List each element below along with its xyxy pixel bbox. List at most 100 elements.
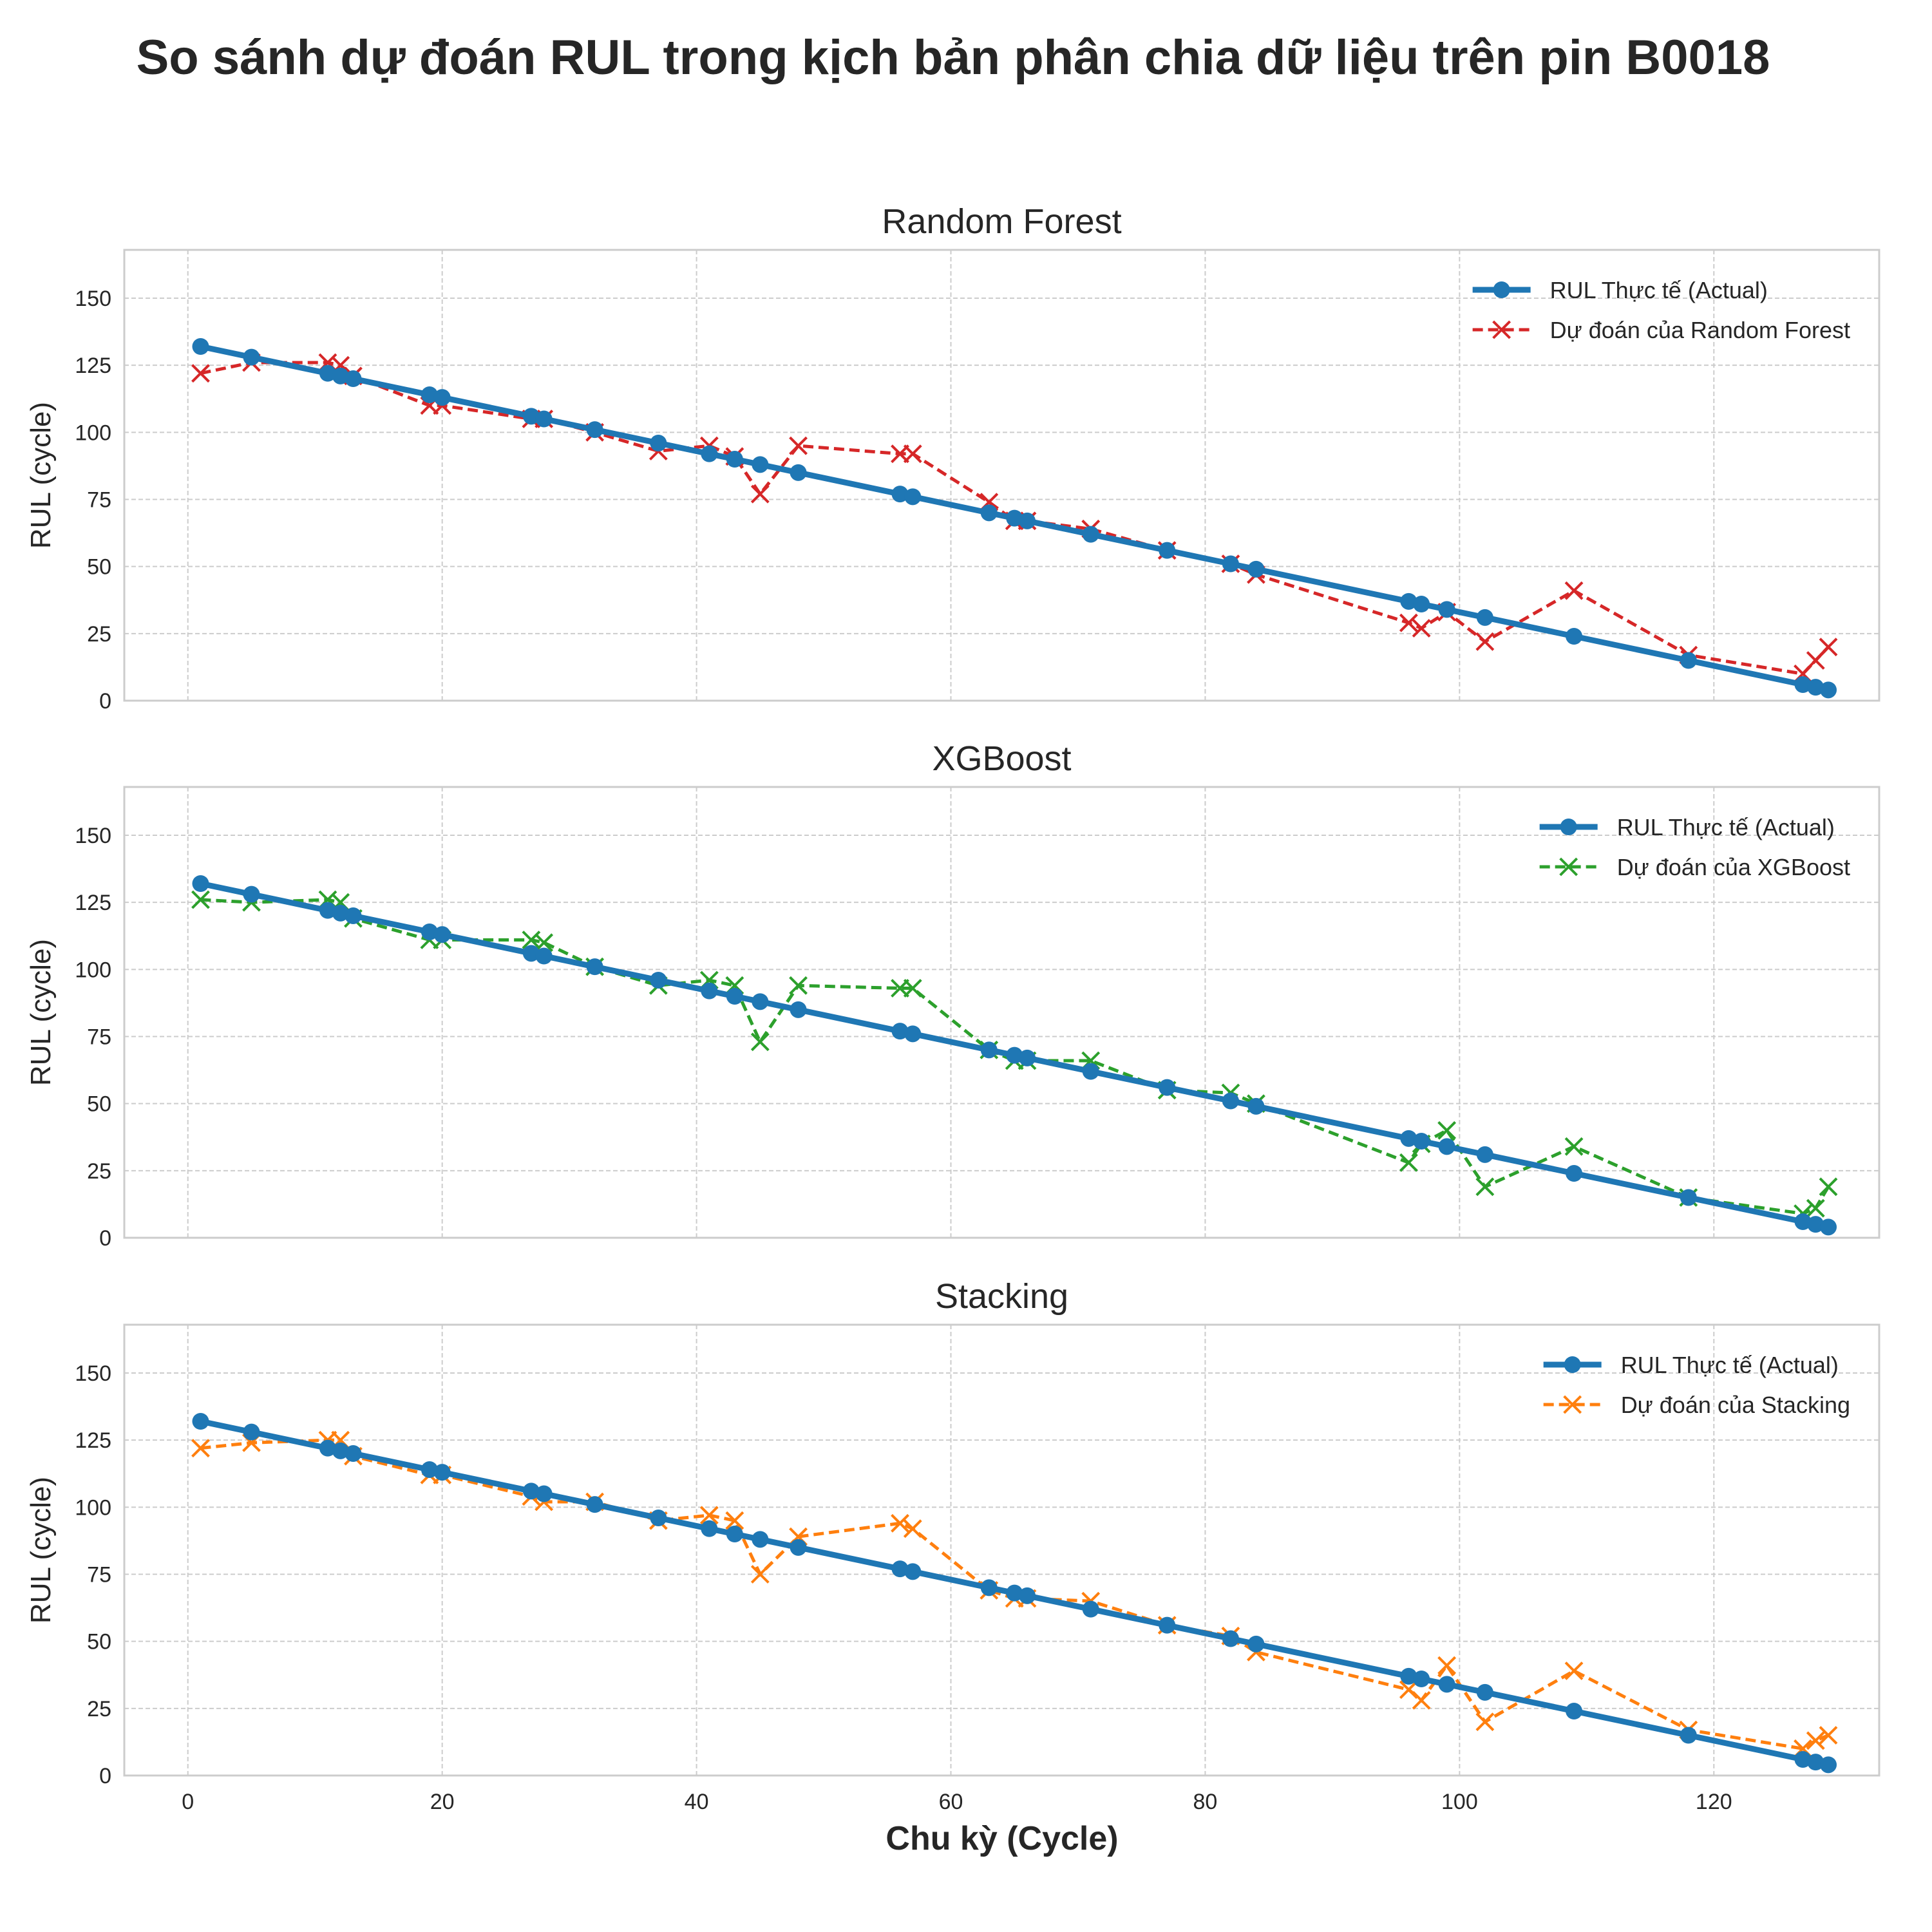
actual-point-marker bbox=[891, 1560, 909, 1578]
figure-title: So sánh dự đoán RUL trong kịch bản phân … bbox=[137, 30, 1770, 85]
prediction-point-marker bbox=[1399, 1153, 1418, 1172]
actual-point-marker bbox=[522, 408, 540, 425]
y-tick-label: 50 bbox=[87, 555, 111, 580]
prediction-point-marker bbox=[1819, 638, 1838, 657]
actual-point-marker bbox=[345, 370, 362, 387]
actual-point-marker bbox=[1680, 1727, 1697, 1744]
y-tick-label: 50 bbox=[87, 1092, 111, 1117]
actual-point-marker bbox=[535, 410, 553, 428]
prediction-point-marker bbox=[750, 1032, 770, 1052]
actual-point-marker bbox=[726, 988, 743, 1005]
actual-point-marker bbox=[1680, 1189, 1697, 1206]
actual-point-marker bbox=[1247, 1097, 1265, 1115]
legend-marker-prediction bbox=[1559, 857, 1578, 876]
actual-point-marker bbox=[1247, 560, 1265, 578]
actual-point-marker bbox=[1006, 1046, 1023, 1064]
actual-point-marker bbox=[1566, 1703, 1583, 1719]
prediction-point-marker bbox=[1437, 1656, 1457, 1675]
prediction-point-marker bbox=[1564, 581, 1584, 600]
prediction-point-marker bbox=[789, 976, 808, 995]
actual-point-marker bbox=[319, 365, 336, 382]
y-tick-label: 125 bbox=[75, 354, 111, 378]
actual-point-marker bbox=[192, 338, 209, 355]
actual-point-marker bbox=[243, 348, 260, 366]
actual-point-marker bbox=[1413, 1671, 1430, 1687]
prediction-point-marker bbox=[903, 444, 922, 464]
actual-point-marker bbox=[1018, 1049, 1036, 1066]
prediction-point-marker bbox=[1412, 1690, 1431, 1710]
actual-point-marker bbox=[790, 1001, 807, 1018]
subplot-2: 0 25 50 75 100 125 150 XGBoost RUL (cycle) RUL Th… bbox=[25, 739, 1880, 1251]
actual-point-marker bbox=[1807, 679, 1824, 696]
y-tick-label: 0 bbox=[99, 1226, 111, 1251]
prediction-point-marker bbox=[1564, 1137, 1584, 1156]
y-tick-label: 0 bbox=[99, 689, 111, 714]
subplot-title: Stacking bbox=[935, 1277, 1068, 1316]
actual-point-marker bbox=[980, 1579, 998, 1596]
x-tick-label: 20 bbox=[430, 1790, 455, 1814]
actual-point-marker bbox=[433, 926, 451, 943]
prediction-point-marker bbox=[1806, 1198, 1825, 1218]
actual-point-marker bbox=[1476, 609, 1493, 626]
x-tick-label: 100 bbox=[1441, 1790, 1478, 1814]
actual-point-marker bbox=[192, 875, 209, 892]
y-tick-label: 150 bbox=[75, 287, 111, 311]
y-tick-label: 100 bbox=[75, 1495, 111, 1520]
y-tick-label: 100 bbox=[75, 421, 111, 445]
actual-point-marker bbox=[1476, 1683, 1493, 1701]
x-tick-label: 40 bbox=[685, 1790, 709, 1814]
y-axis-label: RUL (cycle) bbox=[25, 939, 57, 1086]
actual-point-marker bbox=[891, 486, 909, 503]
actual-point-marker bbox=[701, 1520, 718, 1537]
y-tick-label: 25 bbox=[87, 622, 111, 647]
actual-point-marker bbox=[904, 1563, 922, 1580]
actual-point-marker bbox=[1413, 596, 1430, 612]
actual-point-marker bbox=[332, 367, 349, 384]
y-tick-label: 100 bbox=[75, 958, 111, 982]
prediction-point-marker bbox=[1412, 619, 1431, 638]
actual-point-marker bbox=[192, 1413, 209, 1430]
actual-point-marker bbox=[319, 1439, 336, 1457]
y-tick-label: 75 bbox=[87, 1563, 111, 1587]
prediction-point-marker bbox=[699, 1506, 719, 1525]
prediction-point-marker bbox=[1475, 1177, 1495, 1197]
x-tick-label: 120 bbox=[1696, 1790, 1732, 1814]
actual-point-marker bbox=[1566, 1165, 1583, 1182]
y-tick-label: 75 bbox=[87, 488, 111, 513]
actual-point-marker bbox=[701, 982, 718, 999]
prediction-point-marker bbox=[750, 484, 770, 504]
actual-point-marker bbox=[586, 1496, 603, 1513]
prediction-point-marker bbox=[191, 890, 210, 909]
actual-point-marker bbox=[1820, 1218, 1837, 1236]
actual-point-marker bbox=[1082, 1600, 1099, 1618]
actual-point-marker bbox=[1400, 1130, 1417, 1147]
y-tick-label: 125 bbox=[75, 1428, 111, 1453]
prediction-point-marker bbox=[1806, 1731, 1825, 1750]
actual-point-marker bbox=[726, 1526, 743, 1542]
actual-point-marker bbox=[522, 945, 540, 962]
y-tick-label: 25 bbox=[87, 1697, 111, 1721]
subplot-3: 0 25 50 75 100 125 150 0 20 40 60 80 100 120 Stacking R… bbox=[25, 1277, 1880, 1814]
subplot-title: XGBoost bbox=[932, 739, 1071, 778]
subplot-title: Random Forest bbox=[882, 202, 1121, 241]
prediction-point-marker bbox=[1399, 613, 1418, 632]
actual-point-marker bbox=[1222, 555, 1239, 573]
prediction-point-marker bbox=[1819, 1726, 1838, 1745]
actual-point-marker bbox=[243, 886, 260, 903]
x-axis-label: Chu kỳ (Cycle) bbox=[886, 1820, 1118, 1857]
actual-point-marker bbox=[1820, 1756, 1837, 1774]
legend-label-actual: RUL Thực tế (Actual) bbox=[1621, 1352, 1839, 1378]
actual-point-marker bbox=[345, 907, 362, 924]
y-tick-label: 25 bbox=[87, 1159, 111, 1184]
actual-point-marker bbox=[1018, 512, 1036, 529]
y-tick-label: 125 bbox=[75, 891, 111, 915]
actual-point-marker bbox=[1794, 676, 1812, 693]
actual-point-marker bbox=[1413, 1133, 1430, 1150]
actual-point-marker bbox=[1680, 652, 1697, 669]
subplots: 0 25 50 75 100 125 150 Random Forest RUL (cycle)… bbox=[25, 202, 1880, 1814]
actual-point-marker bbox=[1082, 1063, 1099, 1080]
actual-point-marker bbox=[1222, 1630, 1239, 1647]
actual-point-marker bbox=[1018, 1587, 1036, 1604]
actual-point-marker bbox=[1082, 526, 1099, 543]
actual-point-marker bbox=[522, 1482, 540, 1500]
